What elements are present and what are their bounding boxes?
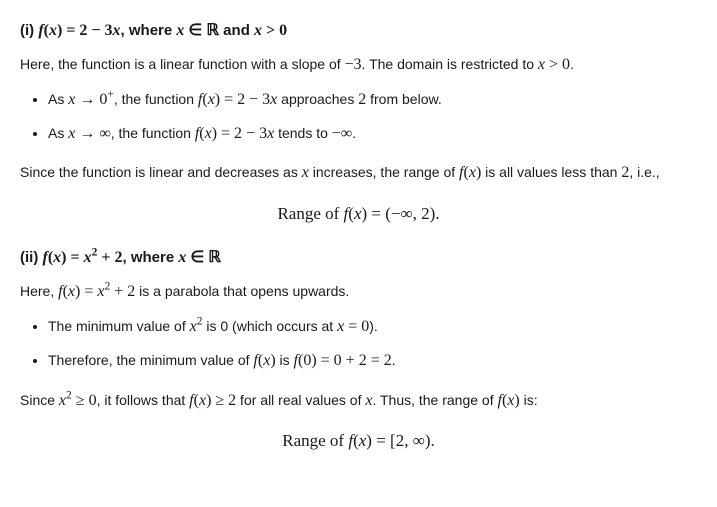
- section-i-range-display: Range of f(x) = (−∞, 2).: [20, 200, 697, 227]
- section-ii-heading: (ii) f(x) = x2 + 2, where x ∈ ℝ: [20, 245, 697, 271]
- section-ii-list: The minimum value of x2 is 0 (which occu…: [20, 314, 697, 373]
- list-item: As x → 0+, the function f(x) = 2 − 3x ap…: [48, 87, 697, 113]
- section-ii-intro: Here, f(x) = x2 + 2 is a parabola that o…: [20, 279, 697, 305]
- list-item: As x → ∞, the function f(x) = 2 − 3x ten…: [48, 121, 697, 147]
- section-i-intro: Here, the function is a linear function …: [20, 52, 697, 78]
- section-ii-range-display: Range of f(x) = [2, ∞).: [20, 427, 697, 454]
- section-i-conclusion: Since the function is linear and decreas…: [20, 160, 697, 186]
- list-item: Therefore, the minimum value of f(x) is …: [48, 348, 697, 374]
- section-i-heading: (i) f(x) = 2 − 3x, where x ∈ ℝ and x > 0: [20, 18, 697, 44]
- section-i-list: As x → 0+, the function f(x) = 2 − 3x ap…: [20, 87, 697, 146]
- section-ii-conclusion: Since x2 ≥ 0, it follows that f(x) ≥ 2 f…: [20, 388, 697, 414]
- list-item: The minimum value of x2 is 0 (which occu…: [48, 314, 697, 340]
